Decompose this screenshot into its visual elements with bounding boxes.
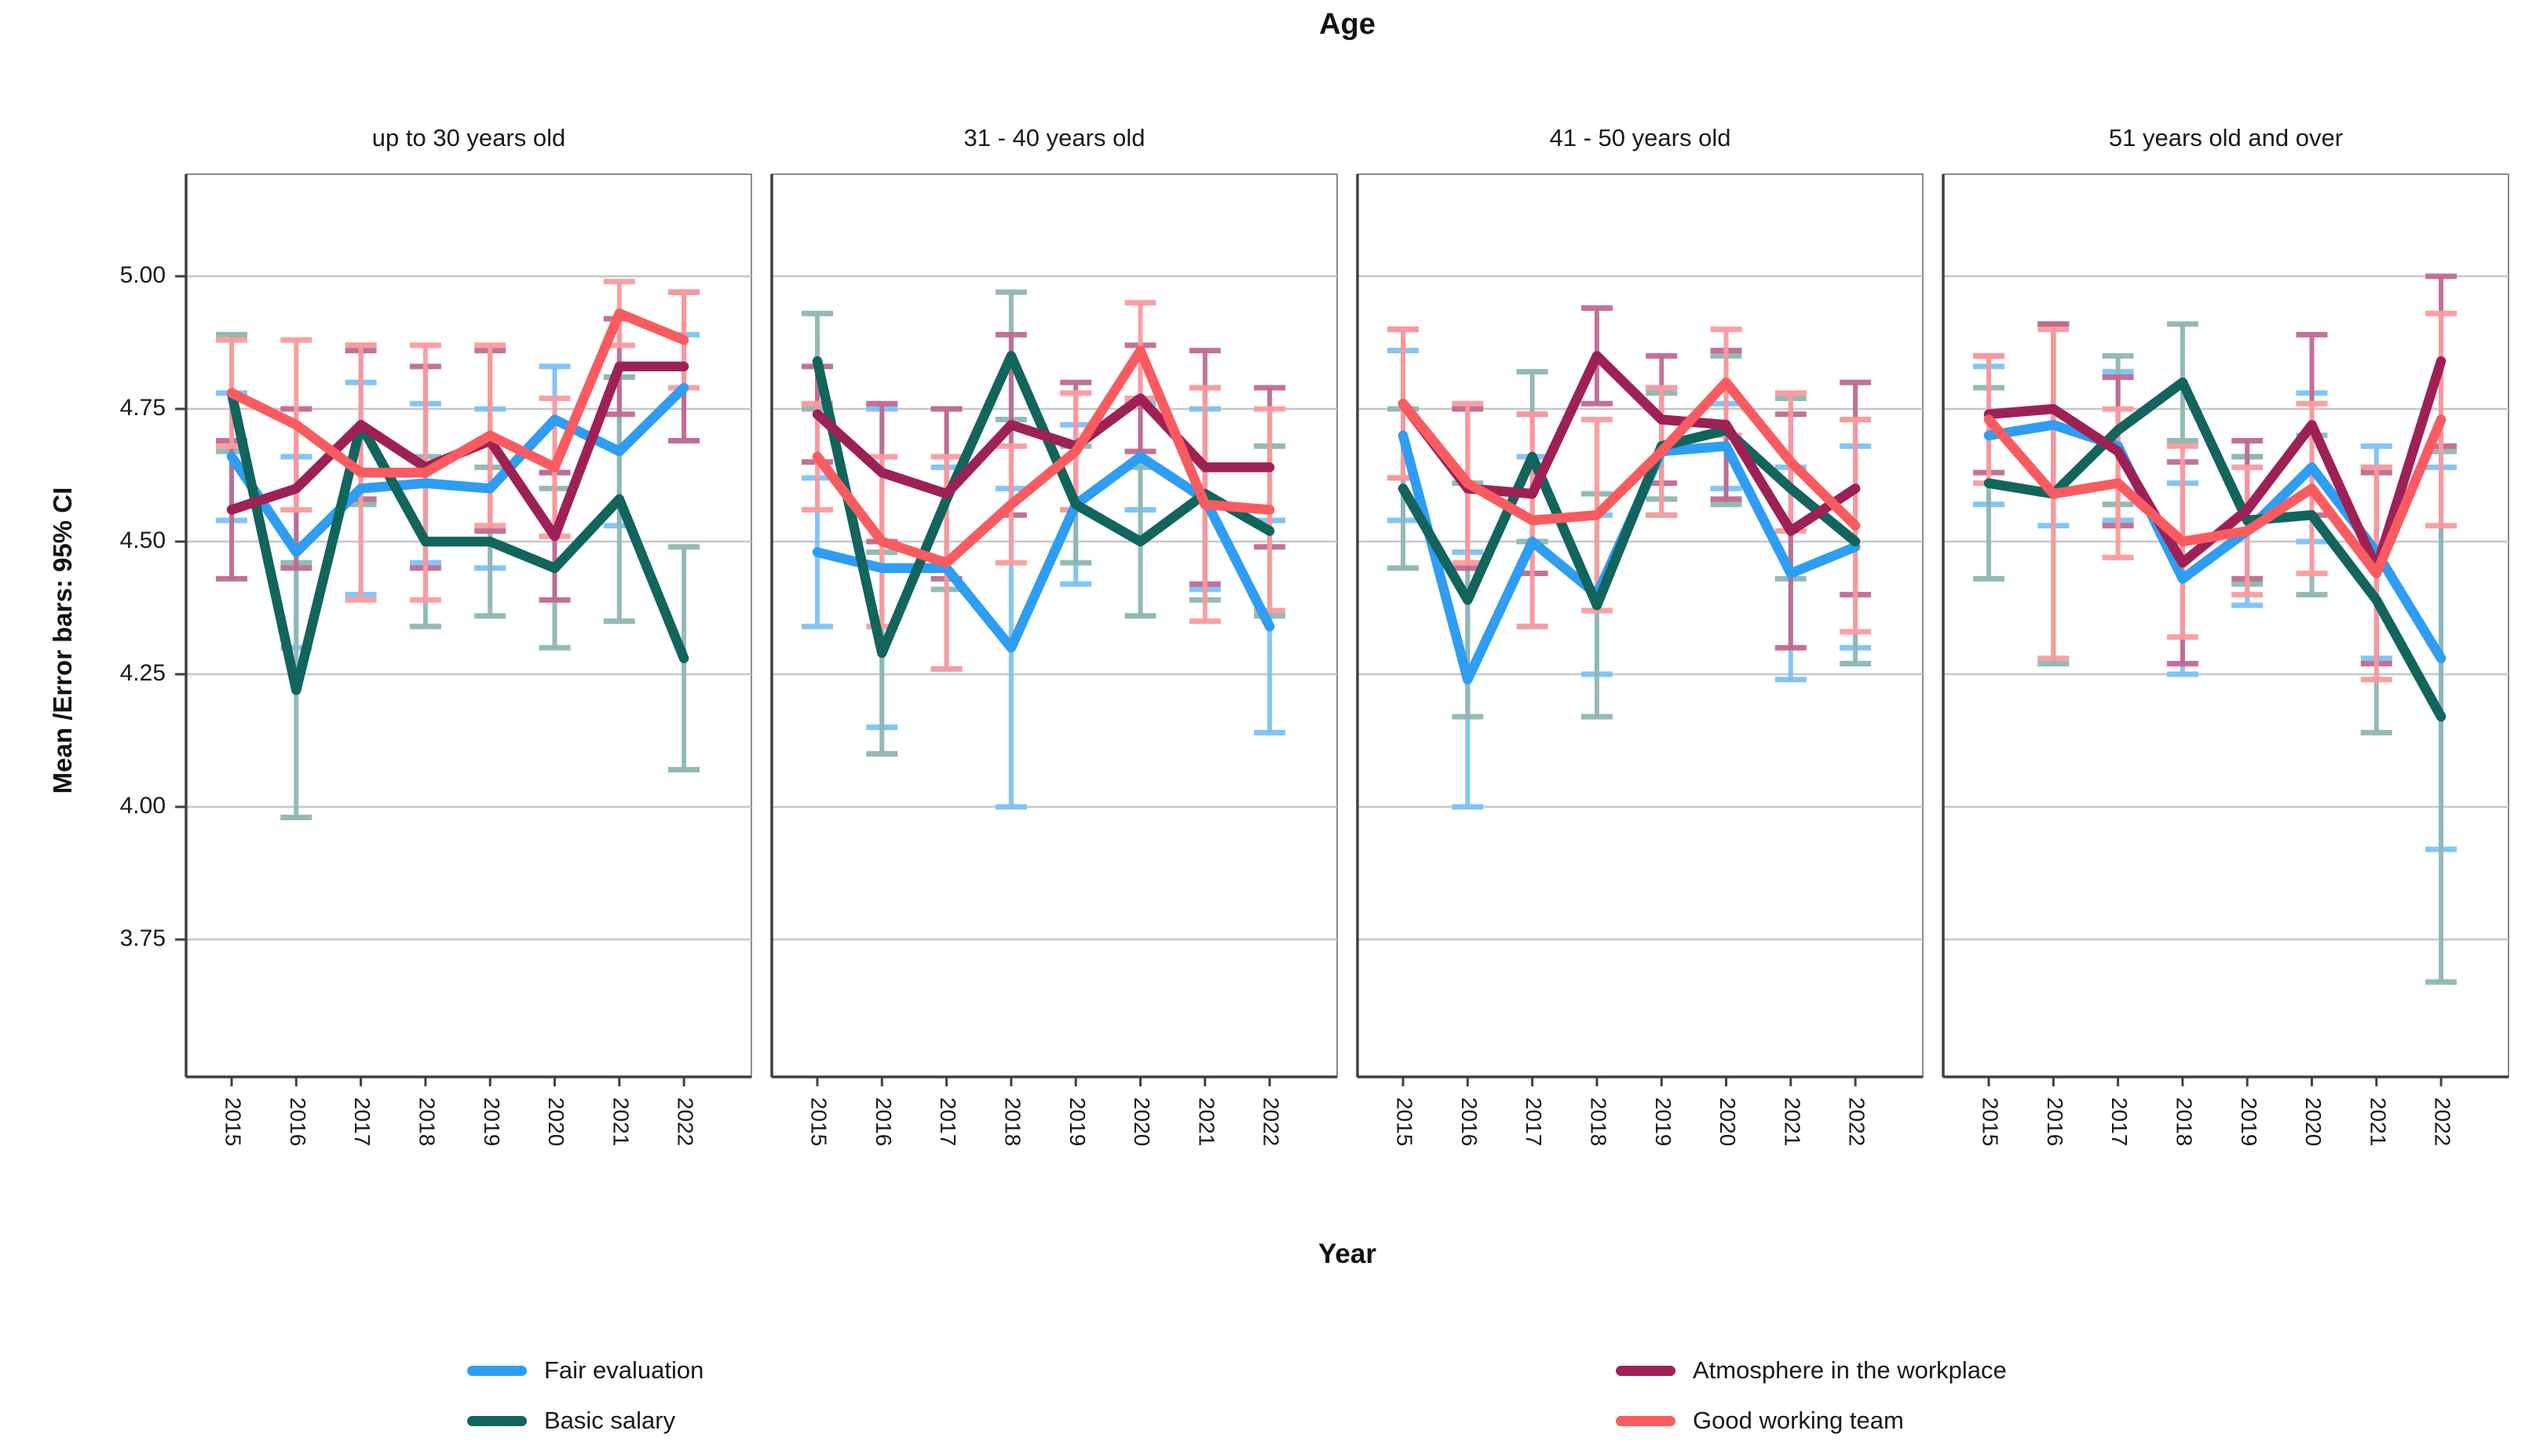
- x-tick-label: 2018: [415, 1097, 440, 1146]
- legend-label: Fair evaluation: [544, 1356, 704, 1384]
- legend-item-good-working-team: Good working team: [1616, 1405, 1904, 1436]
- x-tick-label: 2016: [2043, 1097, 2067, 1146]
- x-tick-label: 2019: [480, 1097, 504, 1146]
- legend-swatch-atmosphere-icon: [1616, 1365, 1675, 1376]
- legend-item-fair-evaluation: Fair evaluation: [467, 1355, 703, 1386]
- y-tick-label: 4.50: [120, 527, 166, 553]
- series-line-basic_salary: [812, 351, 1275, 659]
- legend-swatch-basic-salary-icon: [467, 1415, 527, 1426]
- x-tick-label: 2022: [1845, 1097, 1869, 1146]
- panel-header-51-over: 51 years old and over: [2108, 124, 2344, 151]
- x-tick-label: 2021: [1780, 1097, 1804, 1146]
- x-tick-label: 2017: [936, 1097, 960, 1146]
- legend-swatch-fair-evaluation-icon: [467, 1365, 527, 1376]
- x-tick-label: 2020: [544, 1097, 568, 1146]
- x-tick-label: 2022: [1259, 1097, 1284, 1146]
- x-tick-label: 2015: [807, 1097, 831, 1146]
- x-tick-label: 2016: [1457, 1097, 1482, 1146]
- x-tick-label: 2018: [2172, 1097, 2197, 1146]
- legend-swatch-good-working-team-icon: [1616, 1415, 1675, 1426]
- x-tick-label: 2020: [1130, 1097, 1154, 1146]
- series-line-basic_salary: [226, 388, 689, 695]
- x-tick-label: 2019: [1651, 1097, 1675, 1146]
- legend-label: Good working team: [1693, 1407, 1904, 1434]
- y-tick-label: 4.75: [120, 395, 166, 421]
- series-line-good_team: [1398, 377, 1861, 531]
- x-axis-label: Year: [1318, 1239, 1376, 1269]
- x-tick-label: 2017: [350, 1097, 375, 1146]
- y-tick-label: 5.00: [120, 262, 166, 288]
- series-line-good_team: [812, 345, 1275, 568]
- y-tick-label: 4.25: [120, 660, 166, 686]
- y-tick-label: 4.00: [120, 793, 166, 819]
- legend-item-atmosphere: Atmosphere in the workplace: [1616, 1355, 2007, 1386]
- series-line-basic_salary: [1983, 377, 2446, 722]
- x-tick-label: 2016: [872, 1097, 896, 1146]
- x-tick-label: 2015: [221, 1097, 246, 1146]
- panel-header-41-50: 41 - 50 years old: [1549, 124, 1731, 151]
- series-line-basic_salary: [1398, 425, 1861, 611]
- y-axis-label: Mean /Error bars: 95% CI: [48, 487, 77, 794]
- panel-frame: [1357, 173, 1924, 1078]
- legend-item-basic-salary: Basic salary: [467, 1405, 675, 1436]
- x-tick-label: 2018: [1001, 1097, 1025, 1146]
- panel-header-up-to-30: up to 30 years old: [371, 124, 566, 151]
- chart-title: Age: [1319, 8, 1376, 41]
- x-tick-label: 2019: [2237, 1097, 2261, 1146]
- y-tick-label: 3.75: [120, 925, 166, 951]
- x-tick-label: 2016: [286, 1097, 310, 1146]
- x-tick-label: 2020: [2301, 1097, 2326, 1146]
- x-tick-label: 2021: [2366, 1097, 2390, 1146]
- x-tick-label: 2018: [1587, 1097, 1611, 1146]
- x-tick-label: 2021: [608, 1097, 633, 1146]
- x-tick-label: 2017: [2107, 1097, 2132, 1146]
- series-line-good_team: [1983, 414, 2446, 578]
- x-tick-label: 2021: [1194, 1097, 1219, 1146]
- x-tick-label: 2020: [1716, 1097, 1740, 1146]
- x-tick-label: 2022: [2431, 1097, 2455, 1146]
- x-tick-label: 2015: [1979, 1097, 2003, 1146]
- x-tick-label: 2022: [674, 1097, 698, 1146]
- x-tick-label: 2017: [1522, 1097, 1546, 1146]
- x-tick-label: 2015: [1393, 1097, 1417, 1146]
- series-line-atmosphere: [1398, 351, 1861, 536]
- x-tick-label: 2019: [1065, 1097, 1090, 1146]
- series-line-good_team: [226, 308, 689, 478]
- series-line-fair_evaluation: [226, 382, 689, 557]
- series-line-fair_evaluation: [812, 451, 1275, 653]
- legend-label: Atmosphere in the workplace: [1693, 1356, 2007, 1384]
- series-line-fair_evaluation: [1398, 430, 1861, 685]
- series-line-atmosphere: [812, 393, 1275, 499]
- legend-label: Basic salary: [544, 1407, 676, 1434]
- panel-header-31-40: 31 - 40 years old: [963, 124, 1146, 151]
- panel-frame: [771, 173, 1338, 1078]
